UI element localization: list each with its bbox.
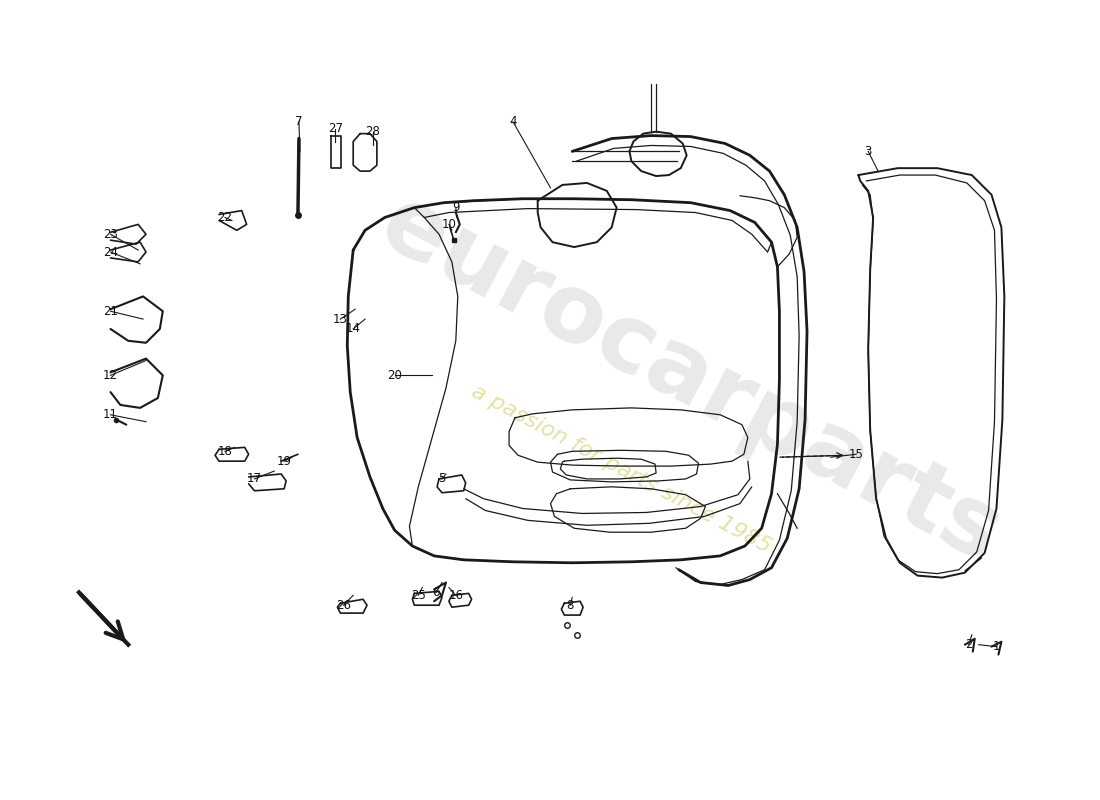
Text: 18: 18 bbox=[218, 445, 232, 458]
Text: 8: 8 bbox=[566, 598, 574, 612]
Text: 16: 16 bbox=[449, 589, 463, 602]
Text: 17: 17 bbox=[248, 473, 262, 486]
Text: 7: 7 bbox=[295, 115, 302, 128]
Text: 19: 19 bbox=[276, 454, 292, 468]
Text: 25: 25 bbox=[411, 589, 426, 602]
Text: 10: 10 bbox=[441, 218, 456, 231]
Text: 9: 9 bbox=[452, 201, 460, 214]
Text: 22: 22 bbox=[218, 211, 232, 224]
Text: 2: 2 bbox=[965, 638, 972, 651]
Text: 12: 12 bbox=[103, 369, 118, 382]
Text: a passion for parts since 1985: a passion for parts since 1985 bbox=[469, 382, 774, 557]
Text: 28: 28 bbox=[365, 125, 381, 138]
Text: eurocarparts: eurocarparts bbox=[365, 178, 1016, 582]
Text: 6: 6 bbox=[432, 586, 440, 599]
Text: 14: 14 bbox=[345, 322, 361, 335]
Text: 5: 5 bbox=[438, 473, 446, 486]
Text: 20: 20 bbox=[387, 369, 403, 382]
Text: 24: 24 bbox=[103, 246, 118, 258]
Text: 26: 26 bbox=[336, 598, 351, 612]
Text: 15: 15 bbox=[849, 448, 864, 461]
Text: 1: 1 bbox=[992, 640, 1000, 653]
Text: 3: 3 bbox=[865, 145, 872, 158]
Text: 21: 21 bbox=[103, 305, 118, 318]
Text: 13: 13 bbox=[333, 313, 348, 326]
Text: 4: 4 bbox=[509, 115, 517, 128]
Text: 11: 11 bbox=[103, 408, 118, 422]
Text: 23: 23 bbox=[103, 228, 118, 241]
Text: 27: 27 bbox=[328, 122, 343, 135]
